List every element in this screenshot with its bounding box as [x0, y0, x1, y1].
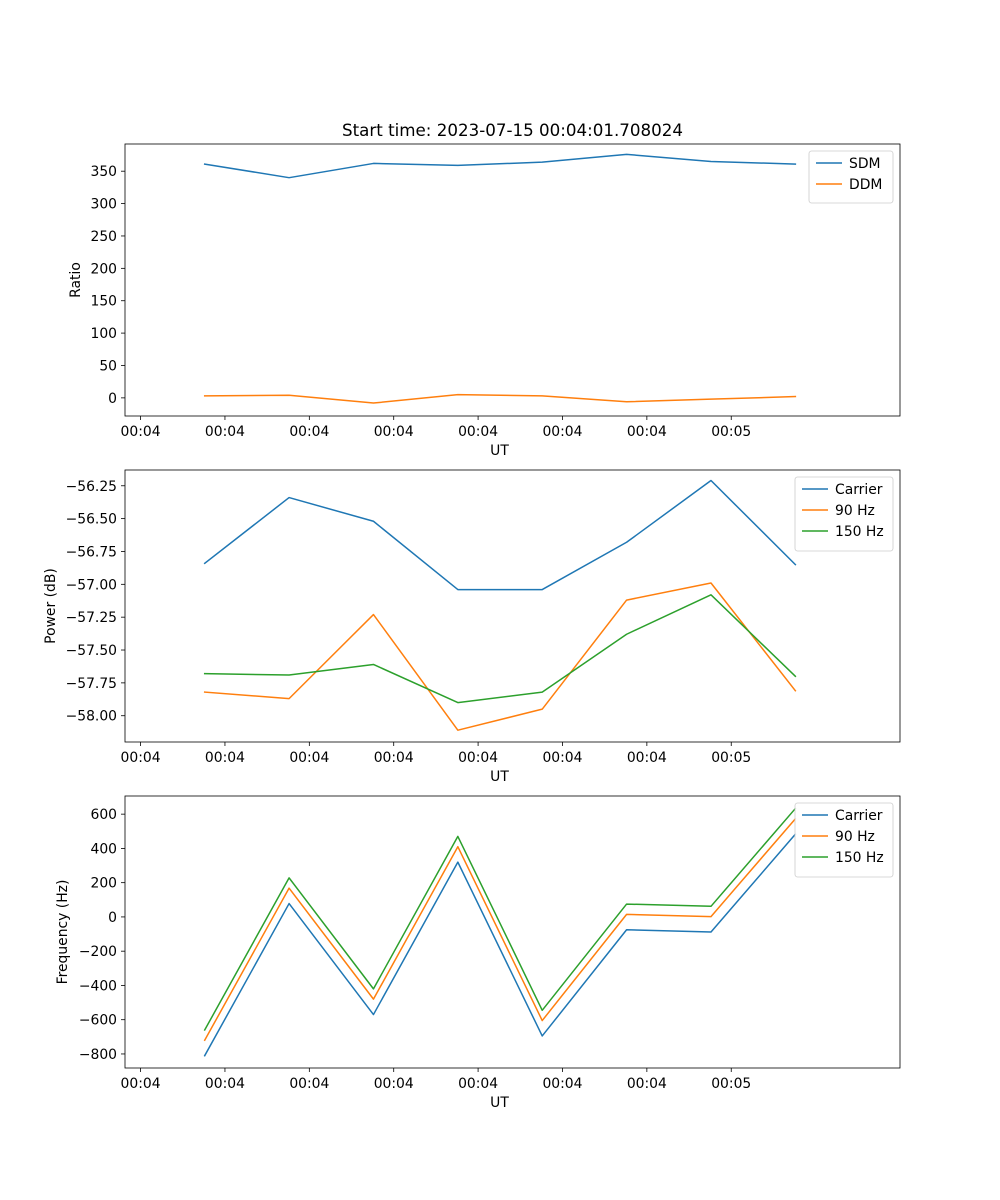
- series-line-carrier: [203, 833, 797, 1057]
- series-line-sdm: [203, 153, 797, 179]
- x-tick-label: 00:04: [458, 1076, 498, 1092]
- y-tick-label: 150: [90, 294, 117, 310]
- y-tick-label: 600: [90, 807, 117, 823]
- chart-panel-2: 00:04 00:04 00:04 00:04 00:04 00:04 00:04 00:05…: [43, 469, 901, 785]
- y-tick-label: −57.50: [66, 643, 117, 659]
- x-tick-label: 00:04: [121, 1076, 161, 1092]
- y-tick-label: −200: [79, 944, 117, 960]
- y-axis-label: Power (dB): [43, 568, 59, 644]
- x-tick-label: 00:04: [121, 424, 161, 440]
- y-tick-label: 350: [90, 164, 117, 180]
- x-tick-label: 00:04: [205, 1076, 245, 1092]
- x-tick-label: 00:04: [289, 424, 329, 440]
- x-tick-label: 00:04: [627, 424, 667, 440]
- legend-label: 90 Hz: [835, 829, 875, 845]
- x-tick-label: 00:04: [542, 424, 582, 440]
- y-tick-label: −58.00: [66, 709, 117, 725]
- y-tick-label: −56.75: [66, 544, 117, 560]
- series-line-90-hz: [203, 582, 797, 731]
- y-tick-label: 250: [90, 229, 117, 245]
- y-tick-label: 200: [90, 261, 117, 277]
- x-tick-label: 00:04: [121, 750, 161, 766]
- y-tick-label: 300: [90, 197, 117, 213]
- y-tick-label: 0: [108, 910, 117, 926]
- axes-frame: [124, 469, 901, 743]
- x-tick-label: 00:04: [542, 750, 582, 766]
- x-tick-label: 00:05: [711, 750, 751, 766]
- chart-panel-3: 00:04 00:04 00:04 00:04 00:04 00:04 00:04 00:05…: [55, 795, 901, 1111]
- y-tick-label: −56.50: [66, 512, 117, 528]
- y-axis-label: Ratio: [68, 262, 84, 298]
- x-tick-label: 00:04: [205, 424, 245, 440]
- y-tick-label: 400: [90, 841, 117, 857]
- charts-container: 00:04 00:04 00:04 00:04 00:04 00:04 00:04 00:05…: [43, 143, 901, 1111]
- legend-box: [794, 802, 894, 878]
- legend-box: [794, 476, 894, 552]
- legend-label: DDM: [849, 177, 882, 193]
- series-line-150-hz: [203, 807, 797, 1031]
- x-axis-label: UT: [490, 443, 509, 459]
- x-tick-label: 00:04: [627, 1076, 667, 1092]
- series-line-carrier: [203, 479, 797, 591]
- x-tick-label: 00:04: [289, 1076, 329, 1092]
- x-tick-label: 00:05: [711, 1076, 751, 1092]
- x-tick-label: 00:04: [542, 1076, 582, 1092]
- legend-label: SDM: [849, 156, 881, 172]
- x-axis-label: UT: [490, 769, 509, 785]
- legend-label: 150 Hz: [835, 524, 884, 540]
- chart-panel-1: 00:04 00:04 00:04 00:04 00:04 00:04 00:04 00:05…: [68, 143, 901, 459]
- y-tick-label: −400: [79, 978, 117, 994]
- x-tick-label: 00:04: [458, 424, 498, 440]
- legend-label: 90 Hz: [835, 503, 875, 519]
- x-tick-label: 00:04: [289, 750, 329, 766]
- axes-frame: [124, 143, 901, 417]
- y-tick-label: −57.75: [66, 676, 117, 692]
- x-tick-label: 00:04: [374, 1076, 414, 1092]
- x-tick-label: 00:04: [374, 424, 414, 440]
- y-axis-label: Frequency (Hz): [55, 880, 71, 985]
- y-tick-label: 200: [90, 876, 117, 892]
- y-tick-label: 50: [99, 358, 117, 374]
- y-tick-label: −800: [79, 1047, 117, 1063]
- y-tick-label: 100: [90, 326, 117, 342]
- y-tick-label: −56.25: [66, 479, 117, 495]
- chart-title: Start time: 2023-07-15 00:04:01.708024: [342, 120, 683, 140]
- y-tick-label: 0: [108, 391, 117, 407]
- y-tick-label: −57.25: [66, 610, 117, 626]
- legend-label: Carrier: [835, 482, 883, 498]
- series-line-ddm: [203, 393, 797, 404]
- x-tick-label: 00:04: [627, 750, 667, 766]
- x-tick-label: 00:05: [711, 424, 751, 440]
- x-tick-label: 00:04: [458, 750, 498, 766]
- legend-box: [808, 150, 894, 204]
- series-line-90-hz: [203, 817, 797, 1042]
- legend-label: 150 Hz: [835, 850, 884, 866]
- y-tick-label: −600: [79, 1013, 117, 1029]
- x-tick-label: 00:04: [374, 750, 414, 766]
- axes-frame: [124, 795, 901, 1069]
- legend-label: Carrier: [835, 808, 883, 824]
- x-tick-label: 00:04: [205, 750, 245, 766]
- y-tick-label: −57.00: [66, 577, 117, 593]
- series-line-150-hz: [203, 594, 797, 704]
- x-axis-label: UT: [490, 1095, 509, 1111]
